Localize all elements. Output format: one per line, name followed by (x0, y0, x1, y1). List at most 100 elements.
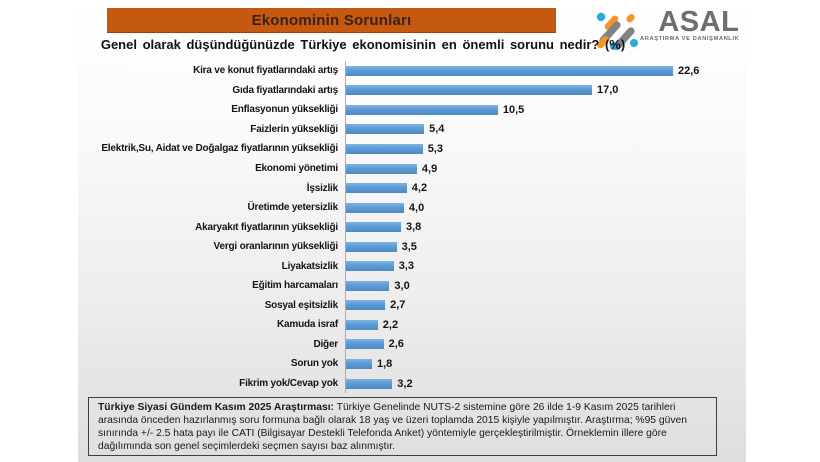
asal-logo: ASAL ARAŞTIRMA VE DANIŞMANLIK (594, 7, 739, 51)
category-label-cell: Eğitim harcamaları (80, 280, 345, 291)
plot-area: 3,3 (345, 256, 730, 277)
category-label-cell: Akaryakıt fiyatlarının yüksekliği (80, 222, 345, 233)
value-label: 3,5 (401, 240, 417, 253)
value-label: 17,0 (597, 84, 619, 97)
category-label-cell: Faizlerin yüksekliği (80, 124, 345, 135)
category-label-cell: Ekonomi yönetimi (80, 163, 345, 174)
plot-area: 4,9 (345, 158, 730, 179)
category-label: Akaryakıt fiyatlarının yüksekliği (195, 221, 338, 233)
chart-row: Akaryakıt fiyatlarının yüksekliği 3,8 (80, 217, 730, 237)
value-label: 4,9 (421, 162, 438, 175)
category-label: İşsizlik (306, 182, 338, 194)
category-label: Fikrim yok/Cevap yok (239, 378, 338, 390)
bar (346, 378, 393, 389)
bar (346, 163, 417, 174)
asal-logo-icon (596, 12, 638, 51)
bar (346, 202, 404, 213)
category-label-cell: Liyakatsizlik (80, 261, 345, 272)
value-label: 5,4 (429, 123, 445, 136)
value-label: 3,3 (398, 260, 414, 273)
logo-text: ASAL ARAŞTIRMA VE DANIŞMANLIK (640, 7, 739, 42)
chart-row: Kira ve konut fiyatlarındaki artış 22,6 (80, 61, 730, 81)
category-label-cell: Sosyal eşitsizlik (80, 300, 345, 311)
category-label-cell: Üretimde yetersizlik (80, 202, 345, 213)
bar (346, 85, 592, 96)
chart-row: Vergi oranlarının yüksekliği 3,5 (80, 236, 730, 257)
chart-row: Liyakatsizlik 3,3 (80, 256, 730, 277)
bar-chart: Kira ve konut fiyatlarındaki artış 22,6 Gı… (80, 61, 730, 394)
value-label: 22,6 (678, 64, 700, 77)
plot-area: 3,0 (345, 276, 730, 296)
bar (346, 65, 673, 76)
plot-area: 1,8 (345, 354, 730, 374)
category-label-cell: Gıda fiyatlarındaki artış (80, 85, 345, 96)
methodology-title: Türkiye Siyasi Gündem Kasım 2025 Araştır… (98, 402, 334, 413)
logo-wordmark: ASAL (658, 6, 740, 38)
chart-row: Sosyal eşitsizlik 2,7 (80, 295, 730, 316)
methodology-note: Türkiye Siyasi Gündem Kasım 2025 Araştır… (88, 397, 717, 456)
chart-row: Gıda fiyatlarındaki artış 17,0 (80, 80, 730, 101)
bar (346, 339, 384, 350)
category-label-cell: Diğer (80, 339, 345, 350)
bar (346, 319, 378, 330)
plot-area: 5,4 (345, 119, 730, 140)
chart-row: İşsizlik 4,2 (80, 178, 730, 198)
chart-row: Diğer 2,6 (80, 334, 730, 355)
bar (346, 280, 390, 291)
plot-area: 3,2 (345, 373, 730, 394)
category-label: Kamuda israf (277, 319, 338, 331)
chart-row: Sorun yok 1,8 (80, 354, 730, 374)
value-label: 3,8 (406, 221, 422, 234)
plot-area: 4,2 (345, 178, 730, 198)
category-label-cell: Enflasyonun yüksekliği (80, 104, 345, 115)
value-label: 2,7 (390, 299, 406, 312)
bar (346, 261, 394, 272)
category-label: Eğitim harcamaları (252, 280, 338, 292)
category-label: Faizlerin yüksekliği (250, 123, 338, 135)
category-label: Ekonomi yönetimi (255, 163, 338, 174)
value-label: 5,3 (427, 142, 443, 155)
plot-area: 2,2 (345, 315, 730, 335)
chart-row: Eğitim harcamaları 3,0 (80, 276, 730, 296)
value-label: 1,8 (377, 357, 393, 370)
bar (346, 222, 401, 233)
chart-row: Enflasyonun yüksekliği 10,5 (80, 100, 730, 120)
category-label-cell: Vergi oranlarının yüksekliği (80, 241, 345, 252)
bar (346, 183, 407, 194)
chart-row: Kamuda israf 2,2 (80, 315, 730, 335)
value-label: 2,2 (382, 318, 399, 331)
methodology-text: Türkiye Genelinde NUTS-2 sistemine göre … (98, 402, 687, 453)
chart-row: Faizlerin yüksekliği 5,4 (80, 119, 730, 140)
category-label-cell: Elektrik,Su, Aidat ve Doğalgaz fiyatları… (80, 143, 345, 154)
category-label-cell: Kira ve konut fiyatlarındaki artış (80, 65, 345, 76)
bar (346, 241, 397, 252)
plot-area: 3,8 (345, 217, 730, 237)
bar (346, 143, 423, 154)
plot-area: 4,0 (345, 197, 730, 218)
plot-area: 2,7 (345, 295, 730, 316)
slide-background: Ekonominin Sorunları ASAL ARAŞTIRMA VE D… (78, 0, 746, 462)
category-label: Üretimde yetersizlik (247, 202, 339, 214)
page-title: Ekonominin Sorunları (251, 11, 412, 29)
value-label: 3,0 (394, 279, 410, 292)
value-label: 10,5 (502, 103, 525, 116)
title-banner: Ekonominin Sorunları (107, 8, 556, 33)
category-label-cell: Kamuda israf (80, 319, 345, 330)
value-label: 3,2 (397, 377, 413, 390)
plot-area: 3,5 (345, 236, 730, 257)
category-label: Diğer (313, 338, 338, 350)
value-label: 2,6 (388, 338, 404, 351)
category-label-cell: Sorun yok (80, 358, 345, 369)
bar (346, 124, 425, 135)
plot-area: 2,6 (345, 334, 730, 355)
category-label: Enflasyonun yüksekliği (231, 104, 338, 116)
category-label: Sosyal eşitsizlik (264, 299, 339, 311)
plot-area: 22,6 (345, 61, 730, 81)
bar (346, 300, 386, 311)
plot-area: 5,3 (345, 139, 730, 159)
bar (346, 104, 498, 115)
chart-row: Fikrim yok/Cevap yok 3,2 (80, 373, 730, 394)
category-label-cell: İşsizlik (80, 183, 345, 194)
logo-tagline: ARAŞTIRMA VE DANIŞMANLIK (640, 36, 740, 42)
